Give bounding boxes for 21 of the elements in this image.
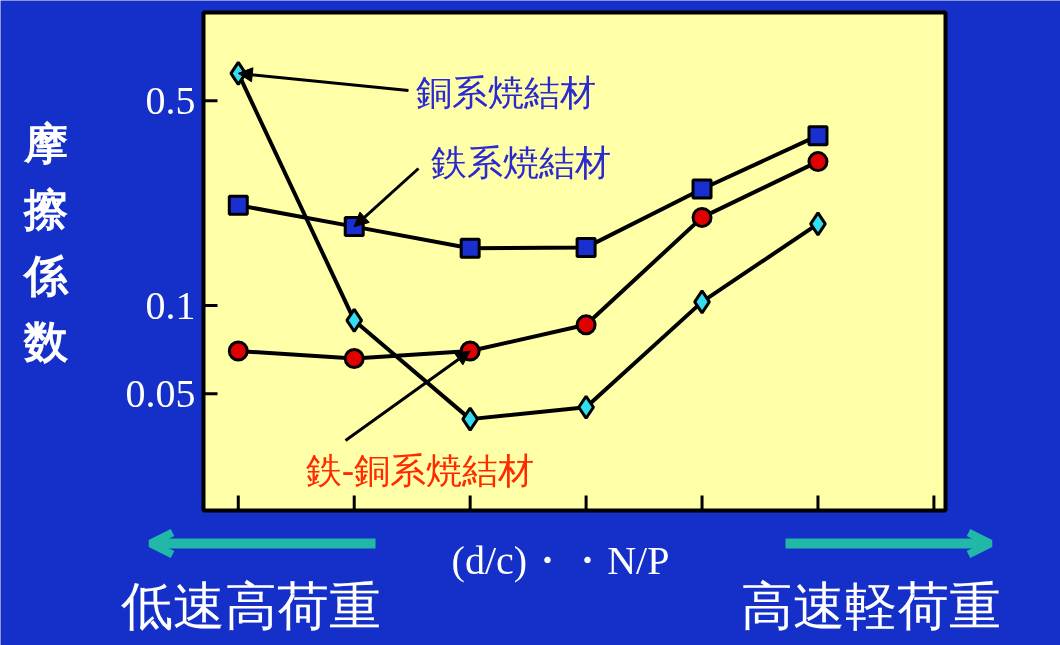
y-tick-label: 0.05 (125, 370, 196, 416)
point (343, 348, 365, 369)
y-tick-label: 0.1 (145, 282, 196, 328)
annotation: 鉄-銅系焼結材 (305, 450, 535, 491)
point (227, 194, 249, 216)
point (227, 340, 249, 362)
text: 低速高荷重 (120, 575, 381, 636)
text: 高速軽荷重 (740, 575, 1001, 636)
point (575, 314, 597, 336)
point (345, 307, 364, 333)
point (807, 125, 829, 147)
point (575, 236, 597, 258)
annotation: 銅系焼結材 (415, 72, 596, 113)
point (459, 237, 481, 259)
y-axis-title: 摩擦係数 (21, 117, 69, 368)
point (691, 206, 713, 228)
x-axis-title: (d/c)・・N/P (451, 538, 670, 583)
point (691, 178, 713, 200)
y-tick-label: 0.5 (145, 77, 196, 123)
annotation: 鉄系焼結材 (430, 142, 611, 183)
point (807, 151, 829, 173)
